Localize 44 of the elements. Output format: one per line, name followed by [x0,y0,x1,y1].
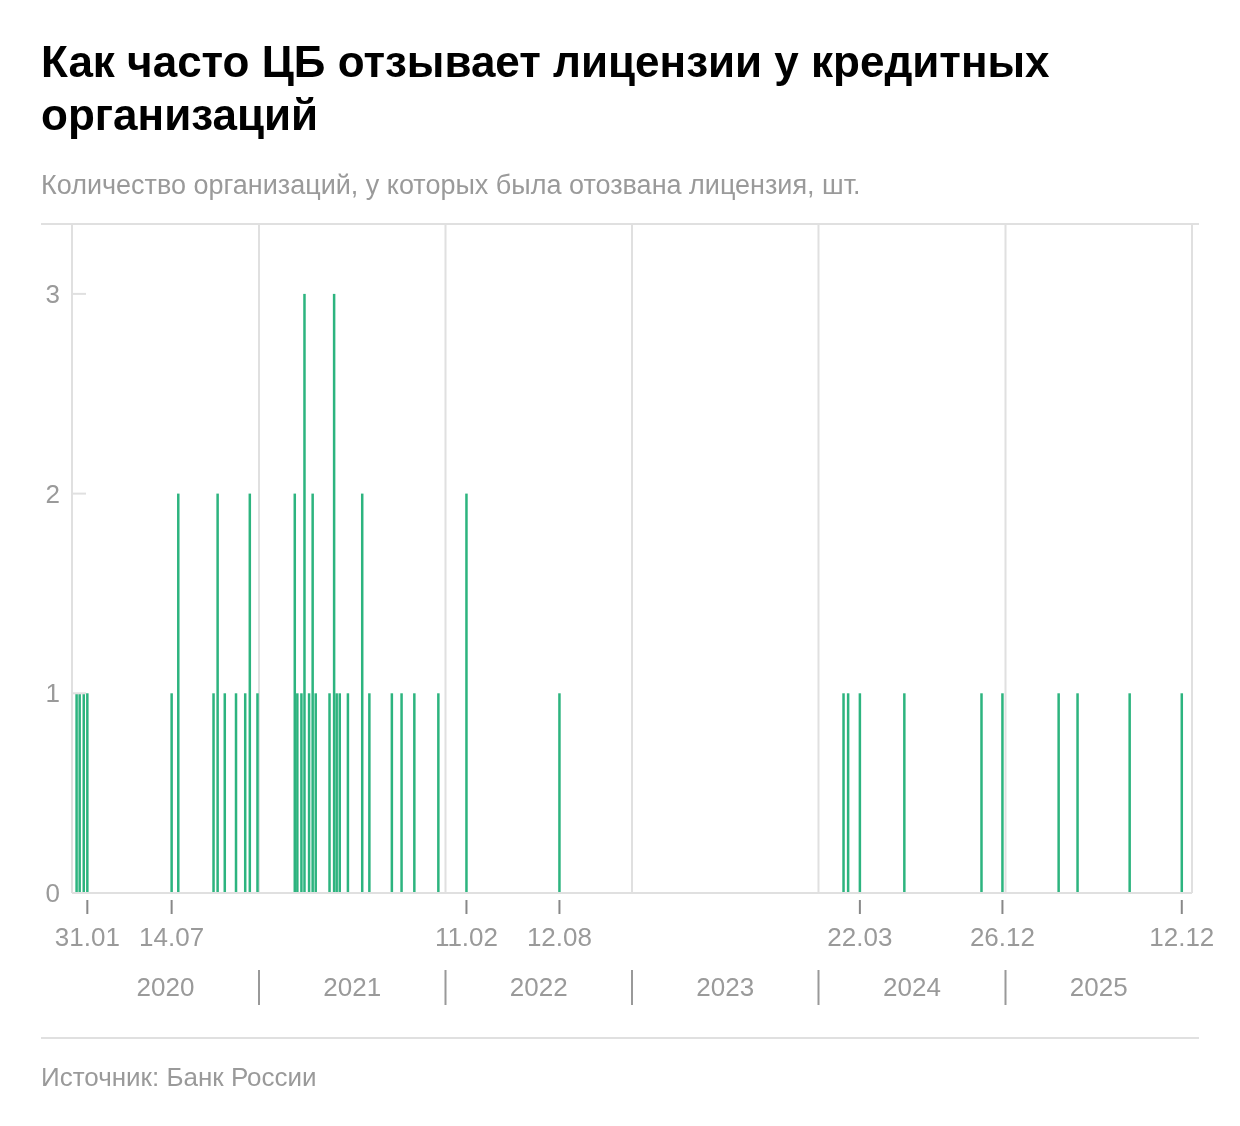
text: 2023 [696,972,755,1002]
bar [400,693,403,893]
bar [177,493,180,893]
bar [437,693,440,893]
chart-title: Как часто ЦБ отзывает лицензии у кредитных организаций [41,37,1051,139]
x-tick-label: 12.12 [1149,922,1215,952]
bar [86,693,89,893]
bar [1057,693,1060,893]
bar [903,693,906,893]
x-tick-label: 26.12 [969,922,1035,952]
x-tick-label: 22.03 [827,922,893,952]
bar [328,693,331,893]
bar [980,693,983,893]
y-tick-label: 2 [45,478,60,509]
bar [338,693,341,893]
bar [170,693,173,893]
y-tick-label: 1 [45,678,60,709]
bar [216,493,219,893]
x-tick-label: 11.02 [434,922,499,952]
bar [558,693,561,893]
bar [311,493,314,893]
chart-subtitle: Количество организаций, у которых была отозвана лицензия, шт. [41,170,861,200]
x-tick-label: 31.01 [54,922,120,952]
bar [1001,693,1004,893]
bar [368,693,371,893]
text: 2025 [1069,972,1128,1002]
y-tick-label: 0 [45,878,60,908]
text: 2022 [509,972,568,1002]
bar [1128,693,1131,893]
text: 2024 [883,972,941,1002]
y-tick-label: 3 [45,278,60,309]
text: 2020 [136,972,195,1002]
bar [1076,693,1079,893]
text: 2021 [323,972,382,1002]
x-tick-label: 12.08 [526,922,592,952]
bar [303,293,306,893]
bar [75,693,78,893]
text: Источник: Банк России [41,1062,317,1092]
bar [78,693,81,893]
bar [842,693,845,893]
x-tick-label: 14.07 [139,922,205,952]
bar [413,693,416,893]
bar [256,693,259,893]
bar [465,493,468,893]
